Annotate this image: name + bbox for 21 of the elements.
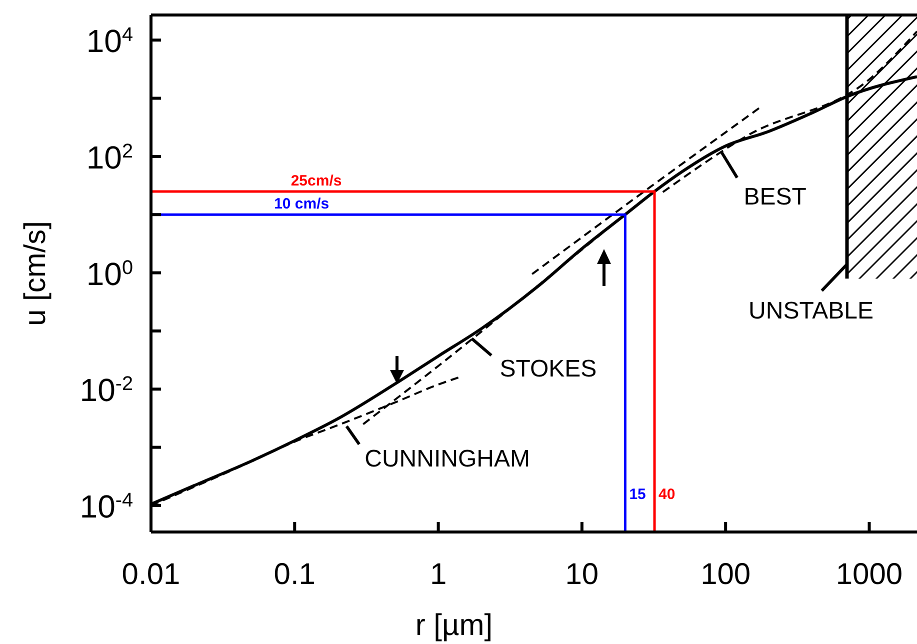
annotation: BEST [744,183,807,210]
y-tick-label: 10$^{4}$ [86,23,133,60]
y-tick-label: 10$^{2}$ [86,139,133,176]
x-tick-label: 0.1 [274,558,316,591]
annotation: CUNNINGHAM [364,445,530,472]
y-tick-label: 10$^{-4}$ [80,488,133,524]
x-tick-label: 100 [700,558,751,591]
y-tick-label: 10$^{0}$ [86,256,133,292]
y-axis-title: u [cm/s] [19,220,52,326]
x-tick-label: 10 [565,558,599,591]
x-tick-label: 0.01 [122,558,180,591]
annotation: 15 [629,486,646,503]
series-label: 10 cm/s [274,196,330,213]
x-tick-label: 1 [430,558,447,591]
annotation: 40 [658,486,676,503]
x-tick-label: 1000 [836,558,903,591]
series-label: 25cm/s [290,172,342,190]
annotation: UNSTABLE [748,297,874,324]
annotation: STOKES [500,356,597,383]
x-axis-title: r [µm] [415,609,493,642]
y-tick-label: 10$^{-2}$ [80,372,133,408]
